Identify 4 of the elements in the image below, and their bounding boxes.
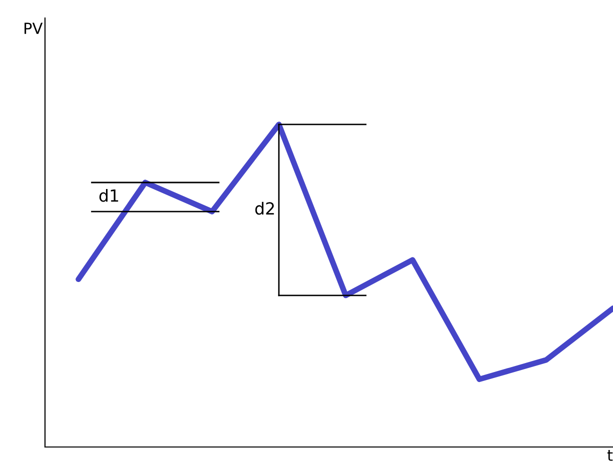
x-axis-title: t [607,450,613,461]
text: PV [24,22,43,34]
annotation: d2 [255,202,274,215]
annotation: d1 [99,188,118,202]
